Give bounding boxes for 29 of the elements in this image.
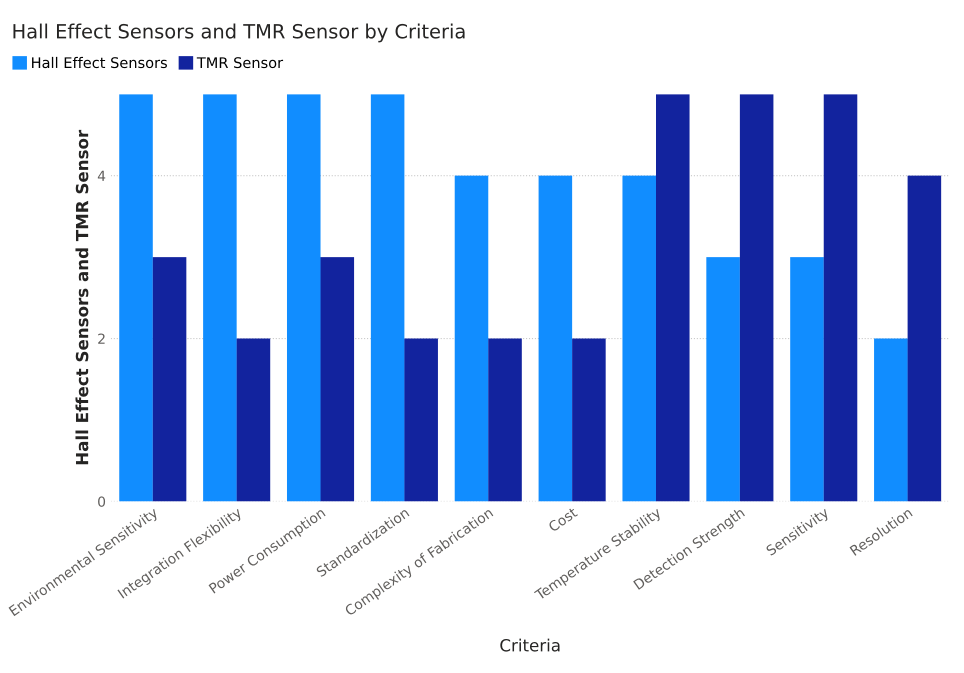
bar <box>236 338 270 502</box>
y-tick-label: 2 <box>98 333 105 344</box>
bar <box>488 338 522 502</box>
bar <box>874 338 908 502</box>
bar <box>454 176 488 502</box>
bar <box>119 94 153 502</box>
bar <box>286 94 321 502</box>
bar <box>908 176 942 502</box>
bar <box>824 94 858 502</box>
bar <box>320 257 354 502</box>
bar <box>152 257 186 502</box>
bar <box>622 176 656 502</box>
bar <box>656 94 690 502</box>
bar <box>790 257 824 502</box>
bar <box>572 338 606 502</box>
chart-title: Hall Effect Sensors and TMR Sensor by Criteria <box>13 24 465 42</box>
bar <box>706 257 740 502</box>
y-axis-title: Hall Effect Sensors and TMR Sensor <box>75 130 88 464</box>
legend-label: Hall Effect Sensors <box>32 56 167 68</box>
y-tick-label: 4 <box>98 170 106 181</box>
bar <box>370 94 404 502</box>
bar <box>538 176 572 502</box>
bar <box>740 94 774 502</box>
legend-label: TMR Sensor <box>196 57 284 68</box>
bar <box>203 94 237 502</box>
x-tick-label: Cost <box>548 506 578 532</box>
bar <box>404 338 438 502</box>
y-tick-label: 0 <box>98 496 106 507</box>
x-axis-title: Criteria <box>500 638 560 652</box>
